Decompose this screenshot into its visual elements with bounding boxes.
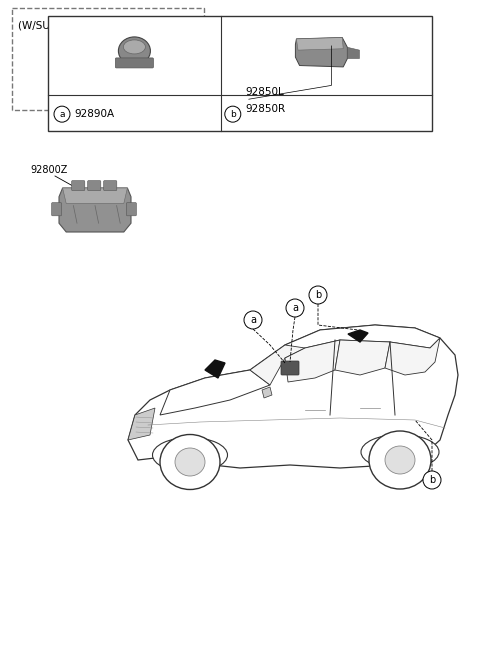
Polygon shape [335,340,390,375]
Text: b: b [315,290,321,300]
Polygon shape [128,408,155,440]
Ellipse shape [175,448,205,476]
FancyBboxPatch shape [119,42,133,53]
Polygon shape [295,37,348,67]
Circle shape [244,311,262,329]
Circle shape [423,471,441,489]
Polygon shape [75,50,144,66]
Polygon shape [62,188,127,204]
Polygon shape [205,360,225,378]
Text: (W/SUN ROOF): (W/SUN ROOF) [18,21,95,31]
FancyBboxPatch shape [48,16,432,131]
Text: a: a [59,110,65,119]
Ellipse shape [160,434,220,489]
Ellipse shape [369,431,431,489]
Polygon shape [285,340,340,382]
FancyBboxPatch shape [281,361,299,375]
Ellipse shape [119,37,150,65]
Circle shape [54,106,70,122]
Polygon shape [305,47,405,85]
FancyBboxPatch shape [104,181,117,191]
Text: b: b [429,475,435,485]
Text: 92850L: 92850L [246,87,285,97]
Polygon shape [128,325,458,468]
FancyBboxPatch shape [126,202,136,215]
Text: a: a [250,315,256,325]
Text: b: b [230,110,236,119]
Polygon shape [160,370,270,415]
FancyBboxPatch shape [72,181,85,191]
Polygon shape [297,37,343,50]
Text: 92800A: 92800A [295,25,332,35]
Polygon shape [285,325,440,358]
Polygon shape [308,47,403,68]
FancyBboxPatch shape [52,202,61,215]
Text: 92800Z: 92800Z [76,18,114,28]
Text: 92890A: 92890A [74,109,114,119]
FancyBboxPatch shape [85,42,99,53]
FancyBboxPatch shape [144,65,154,79]
Polygon shape [348,47,360,58]
Text: 92800Z: 92800Z [30,165,67,175]
FancyBboxPatch shape [64,65,74,79]
Polygon shape [305,75,405,85]
Circle shape [286,299,304,317]
Polygon shape [72,50,148,97]
Circle shape [225,106,241,122]
Polygon shape [59,188,131,232]
Polygon shape [385,338,440,375]
FancyBboxPatch shape [87,181,101,191]
Text: 92850R: 92850R [246,104,286,114]
Polygon shape [348,330,368,342]
Ellipse shape [153,438,228,472]
Text: a: a [292,303,298,313]
Ellipse shape [123,40,145,54]
Polygon shape [250,345,305,385]
Ellipse shape [385,446,415,474]
FancyBboxPatch shape [102,42,116,53]
Ellipse shape [361,434,439,470]
Polygon shape [262,387,272,398]
Circle shape [309,286,327,304]
FancyBboxPatch shape [115,58,154,68]
